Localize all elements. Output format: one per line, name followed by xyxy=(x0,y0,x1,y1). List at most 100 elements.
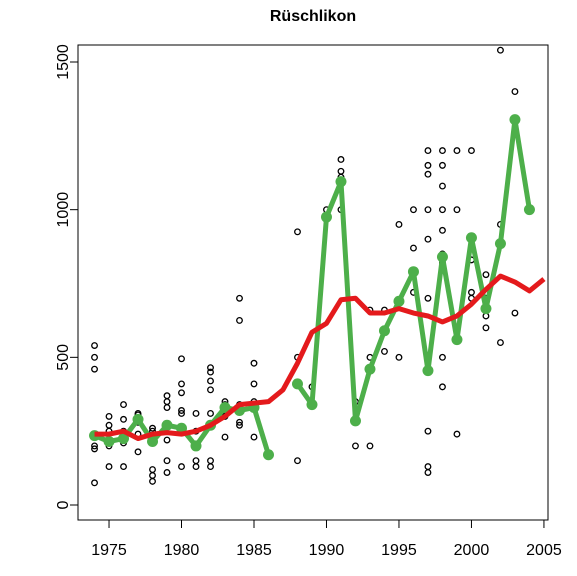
scatter-point xyxy=(236,294,243,302)
scatter-point xyxy=(163,457,171,465)
scatter-point xyxy=(424,463,432,471)
scatter-point xyxy=(439,147,446,155)
scatter-point xyxy=(207,364,214,372)
scatter-point xyxy=(192,457,200,465)
scatter-point xyxy=(120,463,127,471)
line-marker xyxy=(291,378,303,390)
scatter-point xyxy=(482,324,490,332)
scatter-point xyxy=(91,365,98,373)
scatter-point xyxy=(178,409,185,417)
scatter-point xyxy=(395,220,403,228)
scatter-point xyxy=(178,407,185,414)
scatter-point xyxy=(366,442,374,450)
line-marker xyxy=(451,334,463,346)
scatter-point xyxy=(381,347,388,355)
line-marker xyxy=(320,211,332,223)
scatter-point xyxy=(91,445,98,453)
scatter-point xyxy=(91,479,98,487)
scatter-point xyxy=(453,147,461,155)
line-marker xyxy=(176,422,188,434)
x-tick-label: 1985 xyxy=(236,542,272,559)
scatter-point xyxy=(439,182,446,190)
scatter-point xyxy=(120,415,127,423)
line-marker xyxy=(436,251,448,263)
scatter-point xyxy=(192,463,200,471)
x-tick-label: 2005 xyxy=(526,542,562,559)
scatter-point xyxy=(250,359,258,367)
line xyxy=(94,273,546,442)
chart-title: Rüschlikon xyxy=(270,8,356,25)
scatter-point xyxy=(221,433,229,441)
scatter-point xyxy=(424,427,432,435)
scatter-point xyxy=(496,46,504,54)
scatter-point xyxy=(439,353,446,361)
line-marker xyxy=(509,114,521,126)
scatter-point xyxy=(496,339,504,347)
scatter-point xyxy=(424,147,432,155)
scatter-point xyxy=(395,353,403,361)
scatter-point xyxy=(105,412,113,420)
scatter-point xyxy=(163,404,171,411)
scatter-point xyxy=(91,442,98,450)
scatter-point xyxy=(453,206,461,214)
scatter-point xyxy=(163,398,171,406)
scatter-point xyxy=(482,271,490,279)
scatter-point xyxy=(424,206,432,214)
line-marker xyxy=(378,325,390,337)
x-tick-label: 2000 xyxy=(454,542,490,559)
scatter-point xyxy=(453,430,461,438)
scatter-point xyxy=(149,466,156,474)
scatter-point xyxy=(352,442,359,450)
line-marker xyxy=(219,402,231,414)
scatter-point xyxy=(207,409,214,417)
line-marker xyxy=(407,266,419,278)
x-tick-label: 1995 xyxy=(381,542,417,559)
y-tick-label: 500 xyxy=(55,344,72,371)
x-tick-label: 1990 xyxy=(309,542,345,559)
scatter-point xyxy=(337,156,345,163)
scatter-point xyxy=(410,244,417,252)
line-marker xyxy=(480,303,492,315)
y-tick-label: 1500 xyxy=(55,44,72,80)
line-marker xyxy=(190,440,202,452)
scatter-point xyxy=(468,288,475,296)
scatter-point xyxy=(294,457,301,465)
scatter-point xyxy=(105,421,113,429)
scatter-point xyxy=(178,389,185,397)
scatter-point xyxy=(163,469,171,476)
scatter-point xyxy=(120,401,127,409)
line-marker xyxy=(349,415,361,427)
scatter-point xyxy=(439,161,446,169)
scatter-point xyxy=(149,424,156,432)
scatter-point xyxy=(236,418,243,426)
line-marker xyxy=(262,449,274,461)
scatter-point xyxy=(424,294,432,302)
scatter-point xyxy=(207,368,214,376)
line-marker xyxy=(147,436,159,448)
scatter-point xyxy=(149,472,156,479)
scatter-point xyxy=(163,392,171,400)
line-marker xyxy=(393,295,405,307)
scatter-point xyxy=(163,436,171,444)
scatter-point xyxy=(178,463,185,471)
scatter-point xyxy=(250,380,258,388)
line-marker xyxy=(103,436,115,448)
scatter-point xyxy=(337,167,345,175)
line-marker xyxy=(335,176,347,188)
scatter-point xyxy=(410,206,417,214)
scatter-point xyxy=(178,355,185,363)
x-tick-label: 1975 xyxy=(91,542,127,559)
scatter-point xyxy=(439,383,446,391)
scatter-point xyxy=(134,448,142,456)
scatter-point xyxy=(511,309,519,317)
y-tick-label: 0 xyxy=(55,500,72,509)
scatter-point xyxy=(207,377,214,385)
scatter-point xyxy=(424,469,432,476)
scatter-point xyxy=(236,421,243,429)
scatter-point xyxy=(236,316,243,324)
line-marker xyxy=(364,363,376,375)
y-tick-label: 1000 xyxy=(55,192,72,228)
scatter-point xyxy=(511,88,519,95)
scatter-point xyxy=(207,457,214,465)
